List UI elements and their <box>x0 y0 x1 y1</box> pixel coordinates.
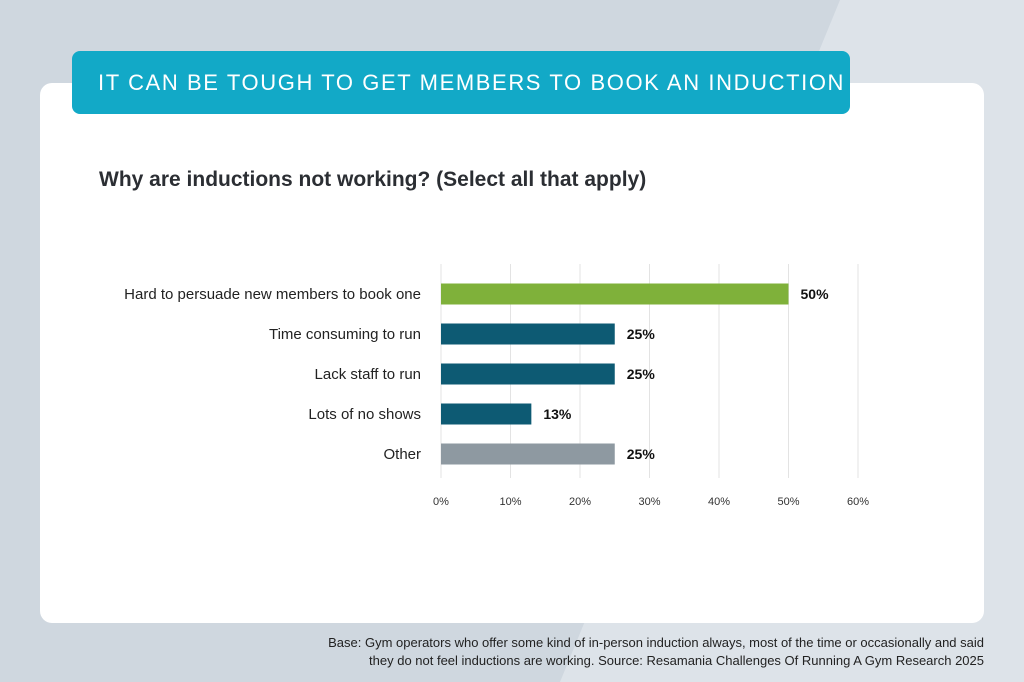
category-label: Other <box>383 446 421 463</box>
x-tick-label: 0% <box>433 496 449 508</box>
value-label: 25% <box>627 366 656 382</box>
value-label: 25% <box>627 446 656 462</box>
category-label: Lots of no shows <box>308 406 421 423</box>
x-tick-label: 10% <box>499 496 521 508</box>
value-label: 25% <box>627 326 656 342</box>
bar <box>441 363 615 385</box>
footnote: Base: Gym operators who offer some kind … <box>204 634 984 670</box>
footnote-line-2: they do not feel inductions are working.… <box>369 653 984 668</box>
footnote-line-1: Base: Gym operators who offer some kind … <box>328 635 984 650</box>
bar <box>441 403 532 425</box>
chart-title: Why are inductions not working? (Select … <box>99 168 647 191</box>
value-label: 50% <box>801 286 830 302</box>
banner-title: IT CAN BE TOUGH TO GET MEMBERS TO BOOK A… <box>98 69 846 95</box>
chart-card <box>40 83 984 623</box>
title-banner: IT CAN BE TOUGH TO GET MEMBERS TO BOOK A… <box>72 51 850 114</box>
category-label: Lack staff to run <box>315 366 421 383</box>
bar <box>441 443 615 465</box>
category-label: Time consuming to run <box>269 326 421 343</box>
x-tick-label: 30% <box>638 496 660 508</box>
x-tick-label: 40% <box>708 496 730 508</box>
bar <box>441 283 789 305</box>
category-label: Hard to persuade new members to book one <box>124 286 421 303</box>
x-tick-label: 20% <box>569 496 591 508</box>
x-tick-label: 50% <box>777 496 799 508</box>
bar <box>441 323 615 345</box>
value-label: 13% <box>543 406 572 422</box>
x-tick-label: 60% <box>847 496 869 508</box>
